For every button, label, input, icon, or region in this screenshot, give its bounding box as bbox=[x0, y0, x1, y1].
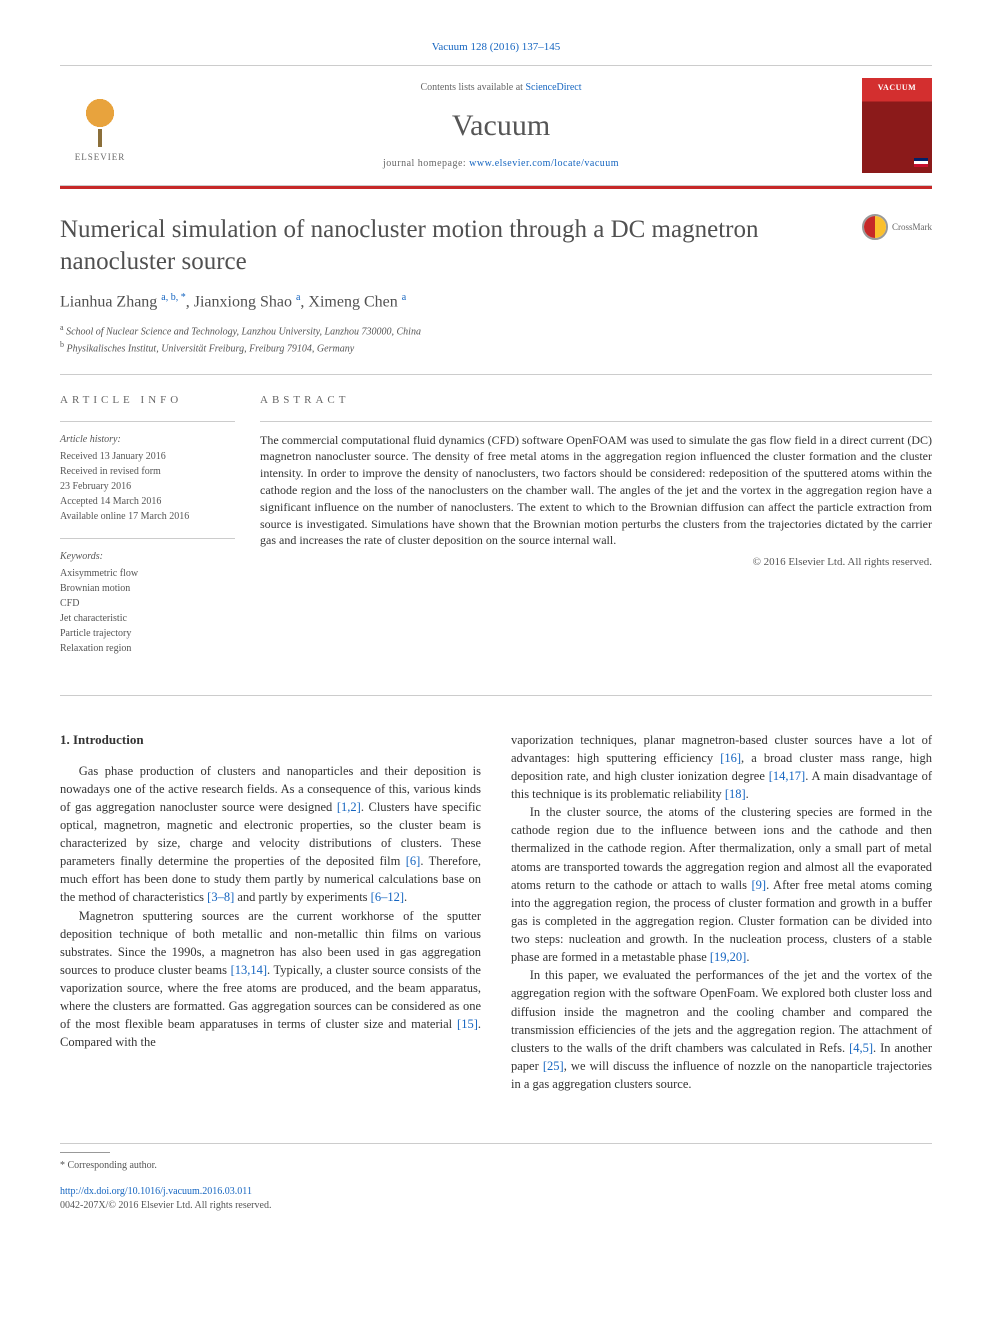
abstract-column: ABSTRACT The commercial computational fl… bbox=[260, 393, 932, 669]
keywords-label: Keywords: bbox=[60, 549, 235, 564]
contents-available-line: Contents lists available at ScienceDirec… bbox=[140, 81, 862, 95]
divider bbox=[60, 695, 932, 696]
footnote-rule bbox=[60, 1152, 110, 1153]
author-2-aff: a bbox=[296, 292, 300, 303]
affiliation-a: a School of Nuclear Science and Technolo… bbox=[60, 322, 932, 339]
ref-link[interactable]: [19,20] bbox=[710, 950, 746, 964]
publisher-logo: ELSEVIER bbox=[60, 81, 140, 171]
received-date: Received 13 January 2016 bbox=[60, 449, 235, 464]
history-label: Article history: bbox=[60, 432, 235, 447]
author-3: Ximeng Chen bbox=[308, 293, 397, 310]
keyword: Relaxation region bbox=[60, 641, 235, 656]
body-paragraph: Magnetron sputtering sources are the cur… bbox=[60, 907, 481, 1052]
ref-link[interactable]: [16] bbox=[720, 751, 741, 765]
title-section: Numerical simulation of nanocluster moti… bbox=[60, 214, 932, 277]
publisher-name: ELSEVIER bbox=[75, 151, 126, 164]
sciencedirect-link[interactable]: ScienceDirect bbox=[525, 82, 581, 93]
crossmark-badge[interactable]: CrossMark bbox=[862, 214, 932, 240]
ref-link[interactable]: [18] bbox=[725, 787, 746, 801]
body-two-column: 1. Introduction Gas phase production of … bbox=[60, 731, 932, 1094]
revised-line2: 23 February 2016 bbox=[60, 479, 235, 494]
crossmark-icon bbox=[862, 214, 888, 240]
divider bbox=[60, 538, 235, 539]
divider bbox=[260, 421, 932, 422]
ref-link[interactable]: [3–8] bbox=[207, 890, 234, 904]
authors-line: Lianhua Zhang a, b, *, Jianxiong Shao a,… bbox=[60, 291, 932, 314]
body-paragraph: Gas phase production of clusters and nan… bbox=[60, 762, 481, 907]
revised-line1: Received in revised form bbox=[60, 464, 235, 479]
elsevier-tree-icon bbox=[70, 89, 130, 149]
info-abstract-row: ARTICLE INFO Article history: Received 1… bbox=[60, 393, 932, 669]
journal-header: ELSEVIER Contents lists available at Sci… bbox=[60, 65, 932, 186]
article-info-heading: ARTICLE INFO bbox=[60, 393, 235, 408]
author-1-corresponding: * bbox=[181, 292, 186, 303]
keyword: Brownian motion bbox=[60, 581, 235, 596]
crossmark-label: CrossMark bbox=[892, 221, 932, 234]
red-divider bbox=[60, 186, 932, 189]
corresponding-author-note: * Corresponding author. bbox=[60, 1159, 932, 1173]
ref-link[interactable]: [6] bbox=[406, 854, 421, 868]
body-paragraph: In the cluster source, the atoms of the … bbox=[511, 803, 932, 966]
cover-flag-icon bbox=[914, 158, 928, 167]
body-right-column: vaporization techniques, planar magnetro… bbox=[511, 731, 932, 1094]
ref-link[interactable]: [25] bbox=[543, 1059, 564, 1073]
ref-link[interactable]: [14,17] bbox=[769, 769, 805, 783]
keyword: CFD bbox=[60, 596, 235, 611]
body-left-column: 1. Introduction Gas phase production of … bbox=[60, 731, 481, 1094]
citation-link[interactable]: Vacuum 128 (2016) 137–145 bbox=[432, 41, 561, 53]
ref-link[interactable]: [9] bbox=[752, 878, 767, 892]
online-date: Available online 17 March 2016 bbox=[60, 509, 235, 524]
page-container: Vacuum 128 (2016) 137–145 ELSEVIER Conte… bbox=[0, 0, 992, 1253]
author-3-aff: a bbox=[402, 292, 406, 303]
divider bbox=[60, 421, 235, 422]
article-info-column: ARTICLE INFO Article history: Received 1… bbox=[60, 393, 260, 669]
article-title: Numerical simulation of nanocluster moti… bbox=[60, 214, 832, 277]
author-2: Jianxiong Shao bbox=[194, 293, 292, 310]
affiliation-b: b Physikalisches Institut, Universität F… bbox=[60, 339, 932, 356]
author-1-aff: a, b, bbox=[161, 292, 180, 303]
keyword: Axisymmetric flow bbox=[60, 566, 235, 581]
journal-cover-thumbnail: VACUUM bbox=[862, 78, 932, 173]
header-center: Contents lists available at ScienceDirec… bbox=[140, 81, 862, 171]
abstract-heading: ABSTRACT bbox=[260, 393, 932, 408]
accepted-date: Accepted 14 March 2016 bbox=[60, 494, 235, 509]
ref-link[interactable]: [13,14] bbox=[231, 963, 267, 977]
keyword: Particle trajectory bbox=[60, 626, 235, 641]
body-paragraph: vaporization techniques, planar magnetro… bbox=[511, 731, 932, 804]
journal-homepage-line: journal homepage: www.elsevier.com/locat… bbox=[140, 157, 862, 171]
keywords-block: Keywords: Axisymmetric flow Brownian mot… bbox=[60, 549, 235, 656]
citation-line[interactable]: Vacuum 128 (2016) 137–145 bbox=[60, 40, 932, 55]
article-history-block: Article history: Received 13 January 201… bbox=[60, 432, 235, 524]
ref-link[interactable]: [1,2] bbox=[337, 800, 361, 814]
ref-link[interactable]: [15] bbox=[457, 1017, 478, 1031]
abstract-copyright: © 2016 Elsevier Ltd. All rights reserved… bbox=[260, 555, 932, 570]
abstract-text: The commercial computational fluid dynam… bbox=[260, 432, 932, 550]
body-paragraph: In this paper, we evaluated the performa… bbox=[511, 966, 932, 1093]
author-1: Lianhua Zhang bbox=[60, 293, 157, 310]
journal-title: Vacuum bbox=[140, 105, 862, 147]
section-heading-intro: 1. Introduction bbox=[60, 731, 481, 750]
doi-line: http://dx.doi.org/10.1016/j.vacuum.2016.… bbox=[60, 1185, 932, 1199]
keyword: Jet characteristic bbox=[60, 611, 235, 626]
ref-link[interactable]: [4,5] bbox=[849, 1041, 873, 1055]
journal-homepage-link[interactable]: www.elsevier.com/locate/vacuum bbox=[469, 158, 619, 169]
affiliations: a School of Nuclear Science and Technolo… bbox=[60, 322, 932, 357]
ref-link[interactable]: [6–12] bbox=[371, 890, 404, 904]
issn-copyright: 0042-207X/© 2016 Elsevier Ltd. All right… bbox=[60, 1199, 932, 1213]
page-footer: * Corresponding author. http://dx.doi.or… bbox=[60, 1143, 932, 1213]
doi-link[interactable]: http://dx.doi.org/10.1016/j.vacuum.2016.… bbox=[60, 1186, 252, 1197]
divider bbox=[60, 374, 932, 375]
cover-title: VACUUM bbox=[862, 82, 932, 93]
